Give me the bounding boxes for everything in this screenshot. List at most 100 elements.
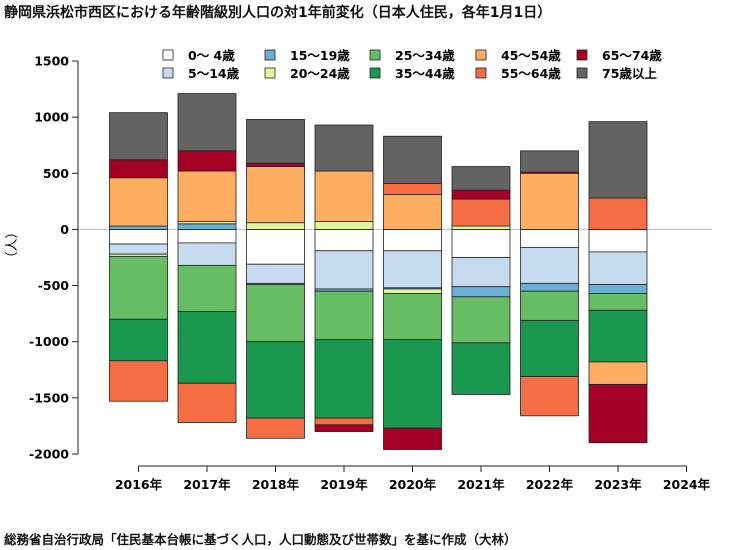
bar-segment-6-6 bbox=[451, 342, 511, 395]
bar-segment-4-10 bbox=[314, 124, 374, 172]
bar-segment-5-8 bbox=[383, 182, 442, 196]
legend-label-2: 5〜14歳 bbox=[188, 66, 240, 81]
bar-segment-3-10 bbox=[246, 118, 305, 164]
bar-segment-7-3 bbox=[520, 282, 579, 292]
bar-segment-8-1 bbox=[588, 229, 648, 253]
legend-label-4: 20〜24歳 bbox=[290, 66, 350, 81]
legend-swatch-4 bbox=[264, 67, 276, 79]
bar-segment-4-9 bbox=[314, 424, 374, 432]
bar-segment-2-2 bbox=[177, 242, 237, 266]
bar-segment-5-9 bbox=[383, 427, 442, 450]
bar-segment-6-3 bbox=[451, 286, 511, 298]
bar-segment-3-4 bbox=[246, 222, 305, 230]
bar-segment-4-7 bbox=[314, 170, 374, 222]
bar-segment-4-4 bbox=[314, 221, 374, 230]
bar-segment-4-2 bbox=[314, 250, 374, 290]
x-tick-label: 2017年 bbox=[183, 477, 231, 492]
y-tick-label: -2000 bbox=[29, 447, 69, 462]
bar-segment-3-2 bbox=[246, 263, 305, 284]
y-axis-label: （人） bbox=[5, 225, 20, 264]
y-tick-label: 1500 bbox=[34, 54, 69, 69]
bar-segment-2-10 bbox=[177, 93, 237, 152]
x-tick-label: 2016年 bbox=[115, 477, 163, 492]
bar-segment-4-8 bbox=[314, 417, 374, 426]
legend-label-1: 0〜 4歳 bbox=[188, 48, 235, 63]
bar-segment-5-6 bbox=[383, 339, 442, 429]
bar-segment-5-1 bbox=[383, 229, 442, 252]
bar-segment-3-8 bbox=[246, 417, 305, 439]
bar-segment-7-10 bbox=[520, 150, 579, 173]
bar-segment-5-7 bbox=[383, 194, 442, 230]
bar-segment-2-7 bbox=[177, 170, 237, 222]
bar-segment-8-2 bbox=[588, 251, 648, 285]
bar-segment-3-5 bbox=[246, 284, 305, 343]
legend-swatch-6 bbox=[369, 67, 381, 79]
x-tick-label: 2018年 bbox=[252, 477, 300, 492]
y-tick-label: -1000 bbox=[29, 334, 69, 349]
bar-segment-8-5 bbox=[588, 293, 648, 311]
bar-segment-7-2 bbox=[520, 246, 579, 284]
bar-segment-3-1 bbox=[246, 229, 305, 265]
bar-segment-7-7 bbox=[520, 172, 579, 230]
legend-label-8: 55〜64歳 bbox=[501, 66, 561, 81]
legend-swatch-3 bbox=[264, 49, 276, 61]
legend-swatch-2 bbox=[162, 67, 174, 79]
bar-segment-6-1 bbox=[451, 229, 511, 258]
y-tick-label: 0 bbox=[60, 222, 69, 237]
bar-segment-1-5 bbox=[109, 255, 168, 320]
legend-label-3: 15〜19歳 bbox=[290, 48, 350, 63]
x-tick-label: 2020年 bbox=[389, 477, 437, 492]
x-tick-label: 2024年 bbox=[663, 477, 711, 492]
legend-swatch-1 bbox=[162, 49, 174, 61]
legend-label-6: 35〜44歳 bbox=[395, 66, 455, 81]
bar-segment-1-6 bbox=[109, 318, 168, 362]
bar-segment-2-5 bbox=[177, 264, 237, 312]
y-tick-label: -500 bbox=[38, 278, 70, 293]
bar-segment-7-1 bbox=[520, 229, 579, 248]
bar-segment-5-4 bbox=[383, 288, 442, 294]
legend-swatch-8 bbox=[475, 67, 487, 79]
bar-segment-3-7 bbox=[246, 166, 305, 224]
x-tick-label: 2023年 bbox=[594, 477, 642, 492]
bar-segment-7-5 bbox=[520, 290, 579, 321]
legend-label-7: 45〜54歳 bbox=[501, 48, 561, 63]
bar-segment-4-5 bbox=[314, 290, 374, 340]
bar-segment-6-5 bbox=[451, 296, 511, 344]
chart-title: 静岡県浜松市西区における年齢階級別人口の対1年前変化（日本人住民，各年1月1日） bbox=[4, 5, 552, 21]
bar-segment-1-1 bbox=[109, 229, 168, 245]
bar-segment-5-2 bbox=[383, 250, 442, 289]
legend-label-10: 75歳以上 bbox=[602, 66, 657, 81]
x-tick-label: 2019年 bbox=[320, 477, 368, 492]
bar-segment-2-8 bbox=[177, 382, 237, 423]
bar-segment-8-6 bbox=[588, 309, 648, 363]
bar-segment-8-8 bbox=[588, 197, 648, 230]
bar-segment-1-10 bbox=[109, 112, 168, 161]
y-tick-label: 500 bbox=[43, 166, 69, 181]
bar-segment-8-10 bbox=[588, 121, 648, 199]
legend-label-5: 25〜34歳 bbox=[395, 48, 455, 63]
legend-swatch-7 bbox=[475, 49, 487, 61]
legend-label-9: 65〜74歳 bbox=[602, 48, 662, 63]
bar-segment-8-3 bbox=[588, 284, 648, 294]
bar-segment-1-8 bbox=[109, 360, 168, 402]
chart-source: 総務省自治行政局「住民基本台帳に基づく人口，人口動態及び世帯数」を基に作成（大林… bbox=[4, 532, 517, 547]
bar-segment-7-6 bbox=[520, 319, 579, 377]
bar-segment-1-2 bbox=[109, 243, 168, 255]
bar-segment-6-10 bbox=[451, 166, 511, 191]
bar-segment-5-10 bbox=[383, 135, 442, 184]
bar-segment-2-1 bbox=[177, 229, 237, 244]
bar-segment-3-6 bbox=[246, 341, 305, 419]
y-tick-label: -1500 bbox=[29, 390, 69, 405]
y-tick-label: 1000 bbox=[34, 110, 69, 125]
x-tick-label: 2022年 bbox=[526, 477, 574, 492]
bar-segment-5-5 bbox=[383, 293, 442, 340]
bar-segment-6-4 bbox=[451, 225, 511, 230]
bar-segment-3-9 bbox=[246, 162, 305, 167]
bar-segment-7-8 bbox=[520, 376, 579, 417]
bar-segment-2-6 bbox=[177, 310, 237, 384]
bar-segment-1-7 bbox=[109, 177, 168, 227]
bar-segment-2-9 bbox=[177, 150, 237, 172]
bar-segment-4-1 bbox=[314, 229, 374, 252]
bar-segment-8-9 bbox=[588, 383, 648, 444]
